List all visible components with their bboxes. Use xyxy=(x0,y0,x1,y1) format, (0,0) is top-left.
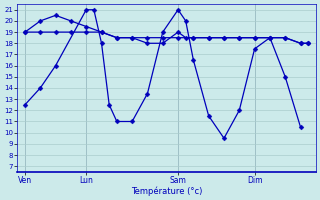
X-axis label: Température (°c): Température (°c) xyxy=(131,186,202,196)
